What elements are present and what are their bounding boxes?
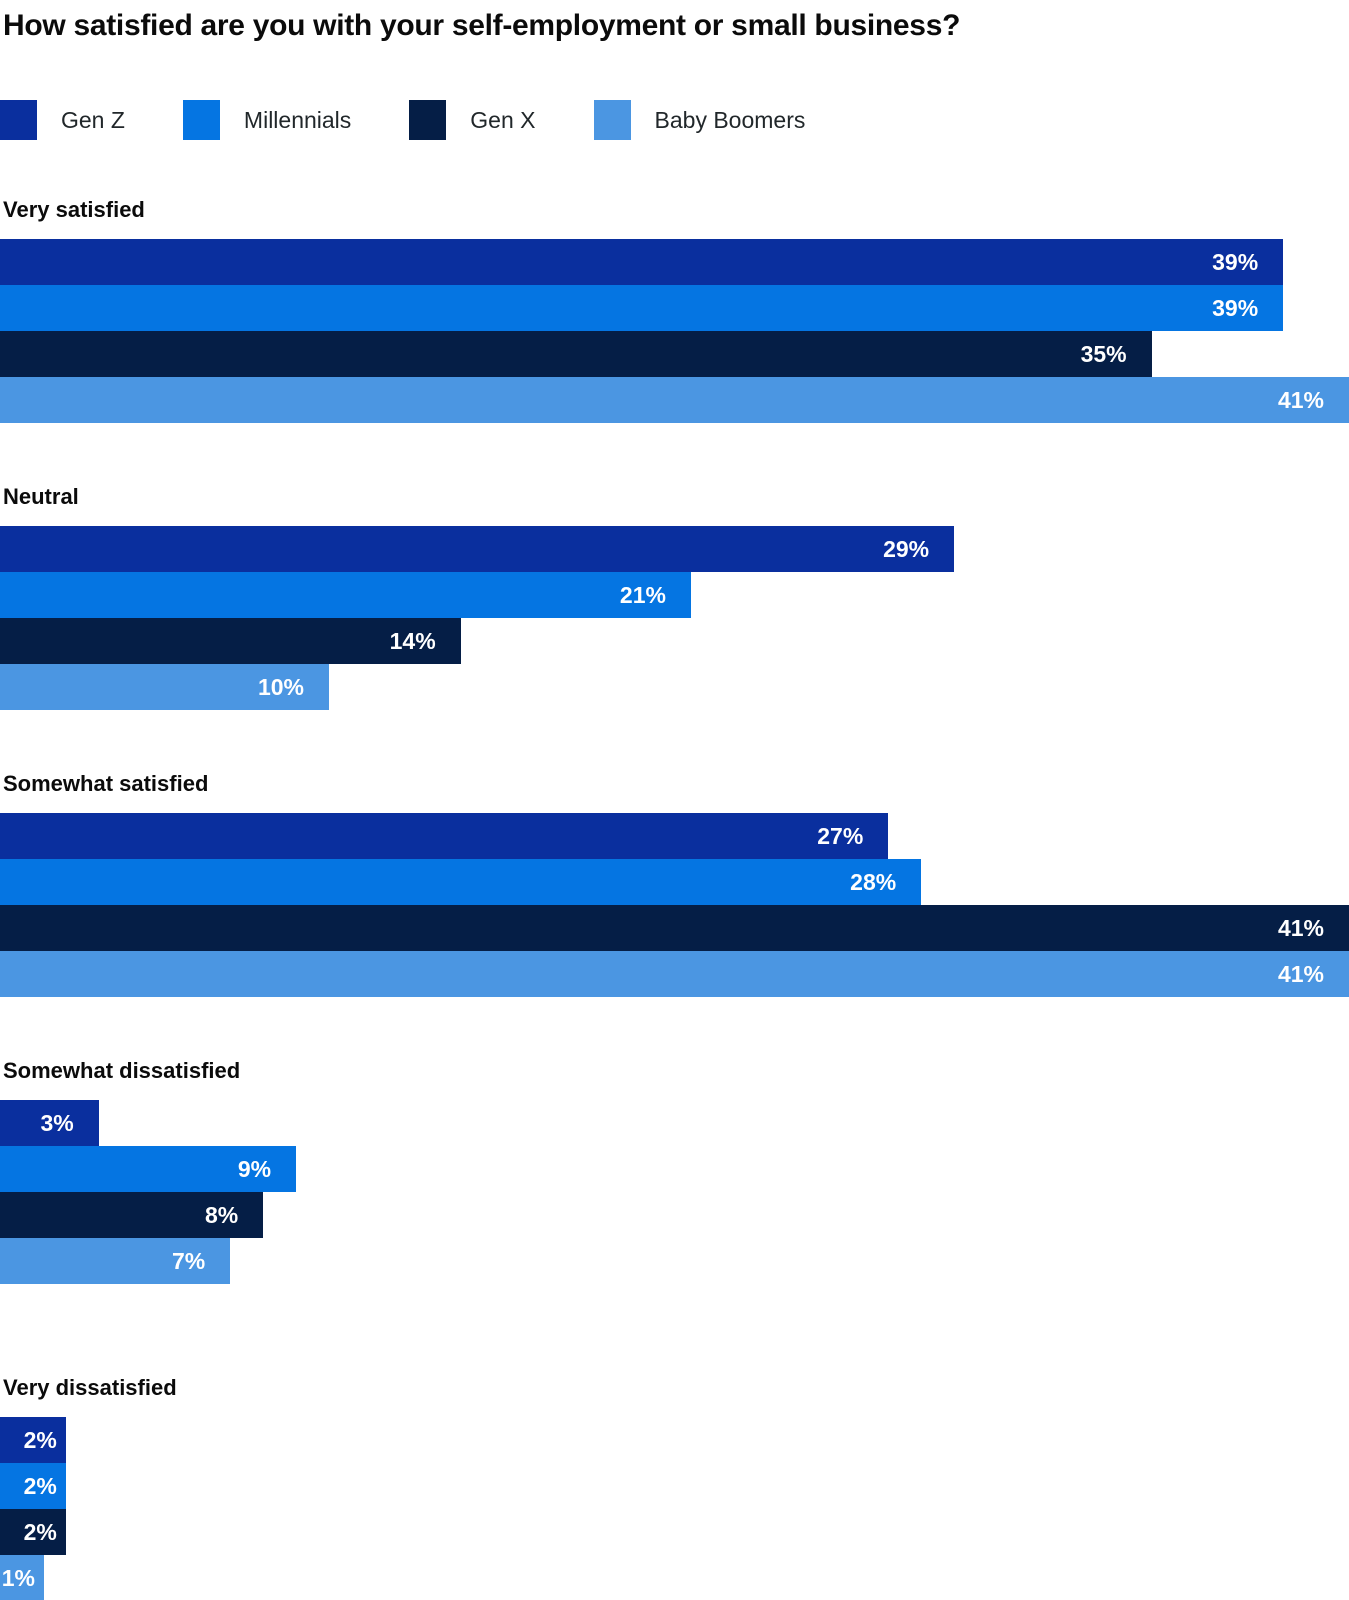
bar-gen-z-very-satisfied: 39% [0,239,1284,285]
bar-millennials-very-satisfied: 39% [0,285,1284,331]
bar-value-label: 2% [23,1472,57,1499]
bar-baby-boomers-neutral: 10% [0,664,330,710]
bar-value-label: 29% [883,535,930,562]
bar-millennials-somewhat-dissatisfied: 9% [0,1146,297,1192]
bar-value-label: 41% [1277,386,1324,413]
bar-baby-boomers-somewhat-dissatisfied: 7% [0,1238,231,1284]
bar-value-label: 1% [1,1564,35,1591]
legend-item-millennials: Millennials [182,100,352,140]
legend-item-gen-x: Gen X [409,100,536,140]
group-neutral: Neutral 29% 21% 14% 10% [0,483,1349,710]
bar-value-label: 14% [389,627,436,654]
bar-value-label: 8% [204,1201,239,1228]
group-very-satisfied: Very satisfied 39% 39% 35% 41% [0,196,1349,423]
bar-baby-boomers-very-satisfied: 41% [0,377,1349,423]
group-label-somewhat-satisfied: Somewhat satisfied [3,771,209,796]
group-label-very-satisfied: Very satisfied [3,197,145,222]
legend-item-baby-boomers: Baby Boomers [593,100,806,140]
legend-swatch-gen-x [409,100,447,140]
group-somewhat-dissatisfied: Somewhat dissatisfied 3% 9% 8% 7% [0,1057,1349,1284]
legend-label-gen-x: Gen X [470,106,536,133]
bar-value-label: 41% [1277,914,1324,941]
bar-gen-z-neutral: 29% [0,526,955,572]
group-very-dissatisfied: Very dissatisfied 2% 2% 2% 1% [0,1374,1349,1600]
group-label-somewhat-dissatisfied: Somewhat dissatisfied [3,1058,241,1083]
bar-gen-x-somewhat-dissatisfied: 8% [0,1192,264,1238]
bar-value-label: 39% [1212,294,1259,321]
bar-millennials-very-dissatisfied: 2% [0,1463,66,1509]
group-label-very-dissatisfied: Very dissatisfied [3,1375,177,1400]
bar-baby-boomers-somewhat-satisfied: 41% [0,951,1349,997]
bar-value-label: 7% [172,1247,206,1274]
bar-millennials-somewhat-satisfied: 28% [0,859,922,905]
group-label-neutral: Neutral [3,484,79,509]
legend-swatch-gen-z [0,100,37,140]
group-somewhat-satisfied: Somewhat satisfied 27% 28% 41% 41% [0,770,1349,997]
bar-groups: Very satisfied 39% 39% 35% 41% Neutral 29% 21% 1… [0,196,1349,1600]
bar-baby-boomers-very-dissatisfied: 1% [0,1555,44,1600]
legend-swatch-millennials [182,100,220,140]
bar-value-label: 3% [40,1109,74,1136]
legend-swatch-baby-boomers [593,100,631,140]
legend-label-gen-z: Gen Z [61,106,125,133]
bar-value-label: 27% [817,822,864,849]
legend-label-baby-boomers: Baby Boomers [654,106,806,133]
bar-gen-x-very-satisfied: 35% [0,331,1152,377]
bar-value-label: 2% [23,1426,57,1453]
bar-value-label: 35% [1080,340,1127,367]
bar-gen-x-very-dissatisfied: 2% [0,1509,66,1555]
bar-value-label: 39% [1212,248,1259,275]
bar-value-label: 2% [23,1518,57,1545]
legend-item-gen-z: Gen Z [0,100,125,140]
bar-gen-x-neutral: 14% [0,618,461,664]
bar-value-label: 21% [619,581,666,608]
bar-value-label: 10% [257,673,305,700]
bar-value-label: 9% [237,1155,272,1182]
bar-value-label: 41% [1277,960,1324,987]
bar-gen-z-somewhat-satisfied: 27% [0,813,889,859]
bar-gen-z-somewhat-dissatisfied: 3% [0,1100,99,1146]
bar-gen-z-very-dissatisfied: 2% [0,1417,66,1463]
bar-value-label: 28% [850,868,897,895]
legend: Gen Z Millennials Gen X Baby Boomers [0,100,1349,140]
legend-label-millennials: Millennials [243,106,352,133]
bar-gen-x-somewhat-satisfied: 41% [0,905,1349,951]
chart-title: How satisfied are you with your self-emp… [3,9,961,42]
bar-millennials-neutral: 21% [0,572,691,618]
